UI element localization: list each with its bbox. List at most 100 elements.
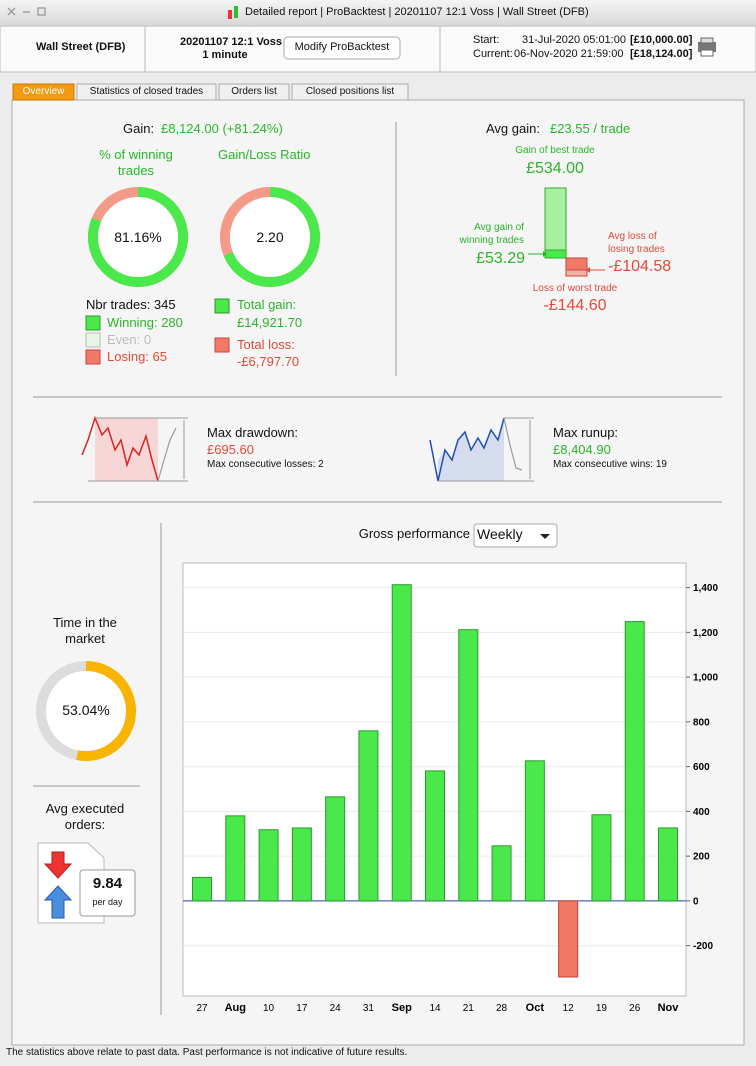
donut-hole [230, 197, 310, 277]
start-date: 31-Jul-2020 05:01:00 [522, 34, 626, 46]
total-gain-label: Total gain: [237, 297, 297, 312]
current-label: Current: [473, 48, 513, 60]
x-tick-label: 17 [296, 1003, 308, 1014]
bar [558, 900, 579, 978]
y-tick-label: 400 [693, 807, 710, 818]
ratio-value: 2.20 [256, 229, 284, 245]
x-tick-label: 21 [463, 1003, 475, 1014]
chart-title: Gross performance [358, 526, 470, 541]
donut-arc [220, 187, 320, 287]
y-tick-label: 1,200 [693, 628, 718, 639]
total-gain: £14,921.70 [237, 315, 303, 330]
x-tick-label: Sep [392, 1002, 412, 1014]
bar [291, 827, 312, 902]
x-tick-label: Oct [526, 1002, 545, 1014]
period-value[interactable]: Weekly [477, 526, 523, 542]
app-icon [228, 6, 238, 19]
runup-value: £8,404.90 [553, 442, 611, 457]
bar [258, 829, 279, 902]
tab-label[interactable]: Overview [22, 86, 65, 97]
legend-swatch [214, 298, 230, 314]
start-label: Start: [473, 34, 500, 46]
time-pct: 53.04% [62, 702, 110, 718]
orders-unit: per day [92, 897, 123, 907]
donut-hole [46, 671, 126, 751]
donut-arc [88, 187, 188, 287]
bar [491, 845, 512, 902]
window-title: Detailed report | ProBacktest | 20201107… [245, 6, 589, 18]
modify-button-label[interactable]: Modify ProBacktest [294, 41, 390, 53]
gain-label: Gain: [123, 121, 155, 136]
tab-label[interactable]: Orders list [231, 86, 277, 97]
even-count: Even: 0 [107, 332, 152, 347]
legend-swatch [85, 332, 101, 348]
avg-win-label: Avg gain of winning trades [459, 222, 524, 246]
total-loss: -£6,797.70 [237, 354, 300, 369]
losing-count: Losing: 65 [107, 349, 167, 364]
bar [458, 629, 479, 902]
current-capital: [£18,124.00] [630, 48, 693, 60]
modify-button[interactable] [283, 36, 401, 60]
gain-value: £8,124.00 (+81.24%) [161, 121, 283, 136]
drawdown-sketch [81, 415, 188, 482]
winning-count: Winning: 280 [107, 315, 183, 330]
legend-swatch [85, 315, 101, 331]
orders-icon [37, 842, 136, 924]
tab-label[interactable]: Closed positions list [305, 86, 395, 97]
x-tick-label: 31 [363, 1003, 375, 1014]
donut-hole [98, 197, 178, 277]
footer: The statistics above relate to past data… [6, 1047, 408, 1058]
bar [325, 796, 346, 902]
period-dropdown[interactable] [473, 523, 558, 548]
bar [225, 815, 246, 902]
drawdown-label: Max drawdown: [207, 425, 299, 440]
backtest-name: 20201107 12:1 Voss [180, 36, 282, 48]
winning-pct: 81.16% [114, 229, 162, 245]
x-tick-label: Aug [225, 1002, 246, 1014]
window-controls[interactable] [7, 7, 46, 16]
instrument: Wall Street (DFB) [36, 41, 126, 53]
x-tick-label: 10 [263, 1003, 275, 1014]
drawdown-detail: Max consecutive losses: 2 [207, 459, 324, 470]
x-tick-label: 26 [629, 1003, 641, 1014]
best-value: £534.00 [526, 160, 584, 177]
x-tick-label: Nov [658, 1002, 680, 1014]
y-tick-label: 600 [693, 762, 710, 773]
best-label: Gain of best trade [515, 145, 595, 156]
timeframe: 1 minute [202, 49, 248, 61]
x-tick-label: 28 [496, 1003, 508, 1014]
tab[interactable] [291, 83, 409, 101]
current-date: 06-Nov-2020 21:59:00 [514, 48, 624, 60]
y-tick-label: 1,400 [693, 583, 718, 594]
x-tick-label: 27 [196, 1003, 208, 1014]
y-tick-label: 1,000 [693, 673, 718, 684]
bar [658, 827, 678, 902]
avg-gain-label: Avg gain: [486, 121, 540, 136]
total-loss-label: Total loss: [237, 337, 295, 352]
orders-value: 9.84 [92, 875, 123, 892]
bar [524, 760, 545, 902]
tab[interactable] [76, 83, 217, 101]
bar [391, 584, 412, 902]
tab[interactable] [218, 83, 290, 101]
y-tick-label: 0 [693, 896, 699, 907]
x-tick-label: 19 [596, 1003, 608, 1014]
runup-label: Max runup: [553, 425, 619, 440]
start-capital: [£10,000.00] [630, 34, 693, 46]
orders-title: Avg executed orders: [45, 801, 125, 833]
x-tick-label: 24 [330, 1003, 342, 1014]
y-tick-label: 800 [693, 717, 710, 728]
drawdown-value: £695.60 [207, 442, 254, 457]
avg-gain-value: £23.55 / trade [550, 121, 631, 136]
print-icon[interactable] [698, 37, 716, 57]
bar [624, 621, 645, 902]
tab-active[interactable] [12, 83, 75, 101]
bar [358, 730, 379, 902]
runup-detail: Max consecutive wins: 19 [553, 459, 667, 470]
tab-label[interactable]: Statistics of closed trades [89, 86, 204, 97]
winning-title: % of winning trades [99, 147, 173, 179]
worst-label: Loss of worst trade [532, 283, 618, 294]
x-tick-label: 12 [563, 1003, 575, 1014]
